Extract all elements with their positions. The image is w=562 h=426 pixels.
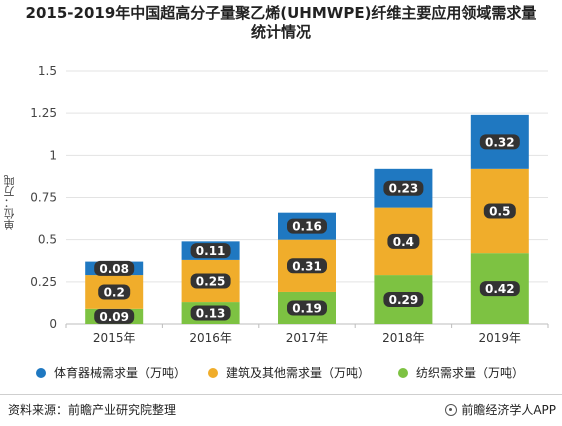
data-label-bg (387, 233, 420, 249)
legend: 体育器械需求量（万吨） 建筑及其他需求量（万吨） 纺织需求量（万吨） (0, 364, 562, 380)
data-label: 0.5 (489, 204, 510, 218)
y-tick-label: 0.25 (30, 275, 57, 289)
data-label: 0.2 (104, 285, 125, 299)
y-tick-label: 0.5 (38, 233, 57, 247)
legend-item-sports: 体育器械需求量（万吨） (36, 364, 186, 381)
data-label-bg (479, 281, 520, 297)
data-label-bg (190, 243, 231, 259)
data-label-bg (287, 258, 327, 274)
data-label: 0.25 (196, 274, 226, 288)
data-label-bg (190, 305, 231, 321)
data-label: 0.4 (393, 235, 414, 249)
data-label: 0.13 (196, 307, 226, 321)
x-tick-label: 2019年 (479, 331, 522, 345)
data-label-bg (483, 203, 516, 219)
legend-swatch-construction (208, 367, 218, 378)
brand-name: 前瞻经济学人APP (461, 403, 556, 417)
data-label-bg (98, 284, 131, 300)
data-label: 0.09 (99, 310, 129, 324)
data-label-bg (383, 292, 424, 308)
legend-label-construction: 建筑及其他需求量（万吨） (226, 366, 371, 380)
data-label: 0.29 (389, 293, 419, 307)
legend-item-construction: 建筑及其他需求量（万吨） (208, 364, 370, 381)
data-label: 0.16 (292, 220, 322, 234)
data-label-bg (383, 180, 424, 196)
chart-title-line2: 统计情况 (250, 23, 311, 41)
x-tick-label: 2016年 (189, 331, 232, 345)
y-tick-label: 0 (49, 317, 57, 331)
brand-logo-icon (445, 403, 458, 416)
chart-title-line1: 2015-2019年中国超高分子量聚乙烯(UHMWPE)纤维主要应用领域需求量 (25, 4, 537, 22)
data-label-bg (287, 300, 327, 316)
data-label-bg (94, 308, 135, 324)
legend-swatch-textile (398, 367, 408, 378)
y-tick-label: 1 (49, 148, 57, 162)
data-label-bg (190, 273, 231, 289)
brand: 前瞻经济学人APP (445, 401, 556, 418)
data-label-bg (287, 218, 327, 234)
footer: 资料来源：前瞻产业研究院整理 前瞻经济学人APP (0, 394, 562, 426)
chart-title: 2015-2019年中国超高分子量聚乙烯(UHMWPE)纤维主要应用领域需求量 … (0, 4, 562, 42)
legend-swatch-sports (36, 367, 46, 378)
legend-item-textile: 纺织需求量（万吨） (398, 364, 524, 381)
data-label-bg (479, 134, 520, 150)
legend-label-textile: 纺织需求量（万吨） (416, 366, 525, 380)
x-tick-label: 2018年 (382, 331, 425, 345)
source-note: 资料来源：前瞻产业研究院整理 (8, 403, 177, 417)
y-tick-label: 1.5 (38, 64, 57, 78)
data-label: 0.42 (485, 282, 515, 296)
data-label: 0.31 (292, 259, 322, 273)
data-label-bg (94, 260, 135, 276)
y-tick-label: 1.25 (30, 106, 57, 120)
data-label: 0.23 (389, 182, 419, 196)
x-tick-label: 2017年 (286, 331, 329, 345)
x-tick-label: 2015年 (93, 331, 136, 345)
y-tick-label: 0.75 (30, 191, 57, 205)
data-label: 0.11 (196, 244, 226, 258)
data-label: 0.19 (292, 301, 322, 315)
stacked-bar-chart: 0 0.25 0.5 0.75 1 1.25 1.5 0.09 0.2 0.08 2015年 0.13… (30, 64, 549, 345)
data-label: 0.08 (99, 262, 129, 276)
data-label: 0.32 (485, 135, 515, 149)
legend-label-sports: 体育器械需求量（万吨） (54, 366, 187, 380)
y-axis-label: 单位：万吨 (3, 175, 16, 230)
